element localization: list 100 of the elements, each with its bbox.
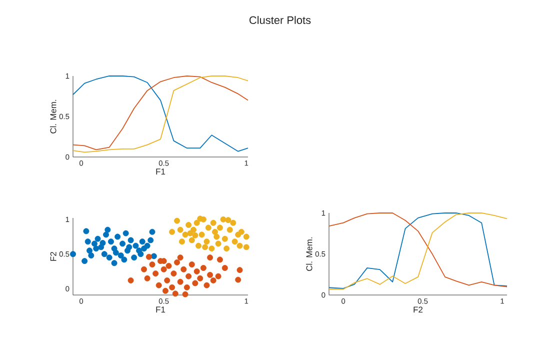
point — [146, 254, 152, 260]
point — [232, 238, 238, 245]
point — [207, 254, 214, 261]
x-axis-title: F2 — [414, 306, 423, 313]
point — [103, 232, 110, 238]
point — [150, 253, 157, 260]
point — [207, 272, 214, 278]
point — [169, 228, 176, 235]
point — [202, 244, 208, 250]
point — [82, 258, 88, 264]
point — [226, 226, 233, 233]
point — [182, 291, 188, 298]
y-axis-title: Cl. Mem. — [306, 237, 312, 271]
point — [235, 276, 242, 283]
point — [208, 246, 215, 252]
point — [149, 261, 156, 268]
point — [184, 284, 190, 290]
y-axis-title: Cl. Mem. — [50, 100, 56, 134]
point — [188, 237, 195, 244]
point — [70, 251, 76, 258]
text: Cluster Plots — [250, 16, 311, 24]
point — [112, 250, 119, 256]
point — [178, 238, 185, 245]
point — [83, 228, 90, 234]
point — [186, 273, 192, 280]
point — [197, 275, 204, 282]
point — [91, 240, 98, 247]
point — [140, 266, 147, 272]
point — [214, 234, 220, 240]
point — [93, 246, 100, 252]
point — [212, 228, 218, 235]
point — [174, 218, 180, 224]
point — [192, 232, 198, 238]
point — [139, 238, 146, 245]
point — [236, 267, 243, 274]
y-axis-title: F2 — [50, 252, 56, 261]
point — [236, 242, 243, 249]
point — [186, 222, 192, 228]
x-axis-title: F1 — [156, 168, 166, 174]
point — [194, 268, 200, 274]
point — [122, 230, 129, 236]
point — [216, 256, 223, 263]
point — [128, 237, 134, 244]
point — [204, 282, 210, 288]
point — [200, 264, 206, 271]
point — [224, 246, 230, 252]
point — [177, 226, 184, 233]
point — [195, 242, 202, 249]
point — [216, 224, 223, 231]
point — [126, 244, 132, 250]
point — [104, 226, 111, 233]
point — [172, 290, 178, 297]
point — [160, 266, 167, 272]
point — [84, 238, 91, 245]
point — [120, 240, 126, 247]
point — [166, 262, 172, 269]
point — [210, 277, 216, 284]
point — [182, 232, 188, 238]
point — [174, 259, 180, 266]
point — [88, 252, 94, 258]
point — [108, 238, 114, 245]
point — [106, 254, 112, 261]
point — [162, 288, 168, 294]
point — [243, 244, 250, 250]
point — [177, 278, 184, 285]
point — [222, 264, 228, 271]
point — [131, 254, 138, 261]
point — [121, 256, 128, 263]
point — [152, 270, 159, 276]
point — [190, 226, 197, 233]
point — [180, 266, 187, 272]
point — [156, 282, 162, 288]
point — [188, 261, 195, 268]
point — [215, 240, 222, 247]
point — [204, 238, 210, 245]
point — [128, 277, 134, 284]
point — [100, 240, 106, 246]
x-axis-title: F1 — [156, 306, 166, 312]
point — [222, 236, 228, 242]
point — [132, 242, 139, 249]
point — [243, 234, 250, 240]
point — [230, 220, 236, 226]
point — [215, 273, 222, 280]
point — [164, 277, 170, 284]
point — [169, 284, 176, 290]
point — [205, 224, 212, 231]
point — [148, 237, 154, 244]
point — [118, 252, 124, 258]
point — [187, 230, 194, 236]
point — [177, 254, 184, 261]
point — [220, 216, 226, 222]
point — [144, 275, 150, 282]
point — [149, 228, 156, 235]
point — [138, 251, 144, 258]
point — [225, 217, 232, 224]
point — [170, 270, 177, 276]
point — [192, 280, 198, 286]
point — [101, 251, 108, 258]
point — [111, 260, 118, 266]
point — [86, 248, 93, 254]
